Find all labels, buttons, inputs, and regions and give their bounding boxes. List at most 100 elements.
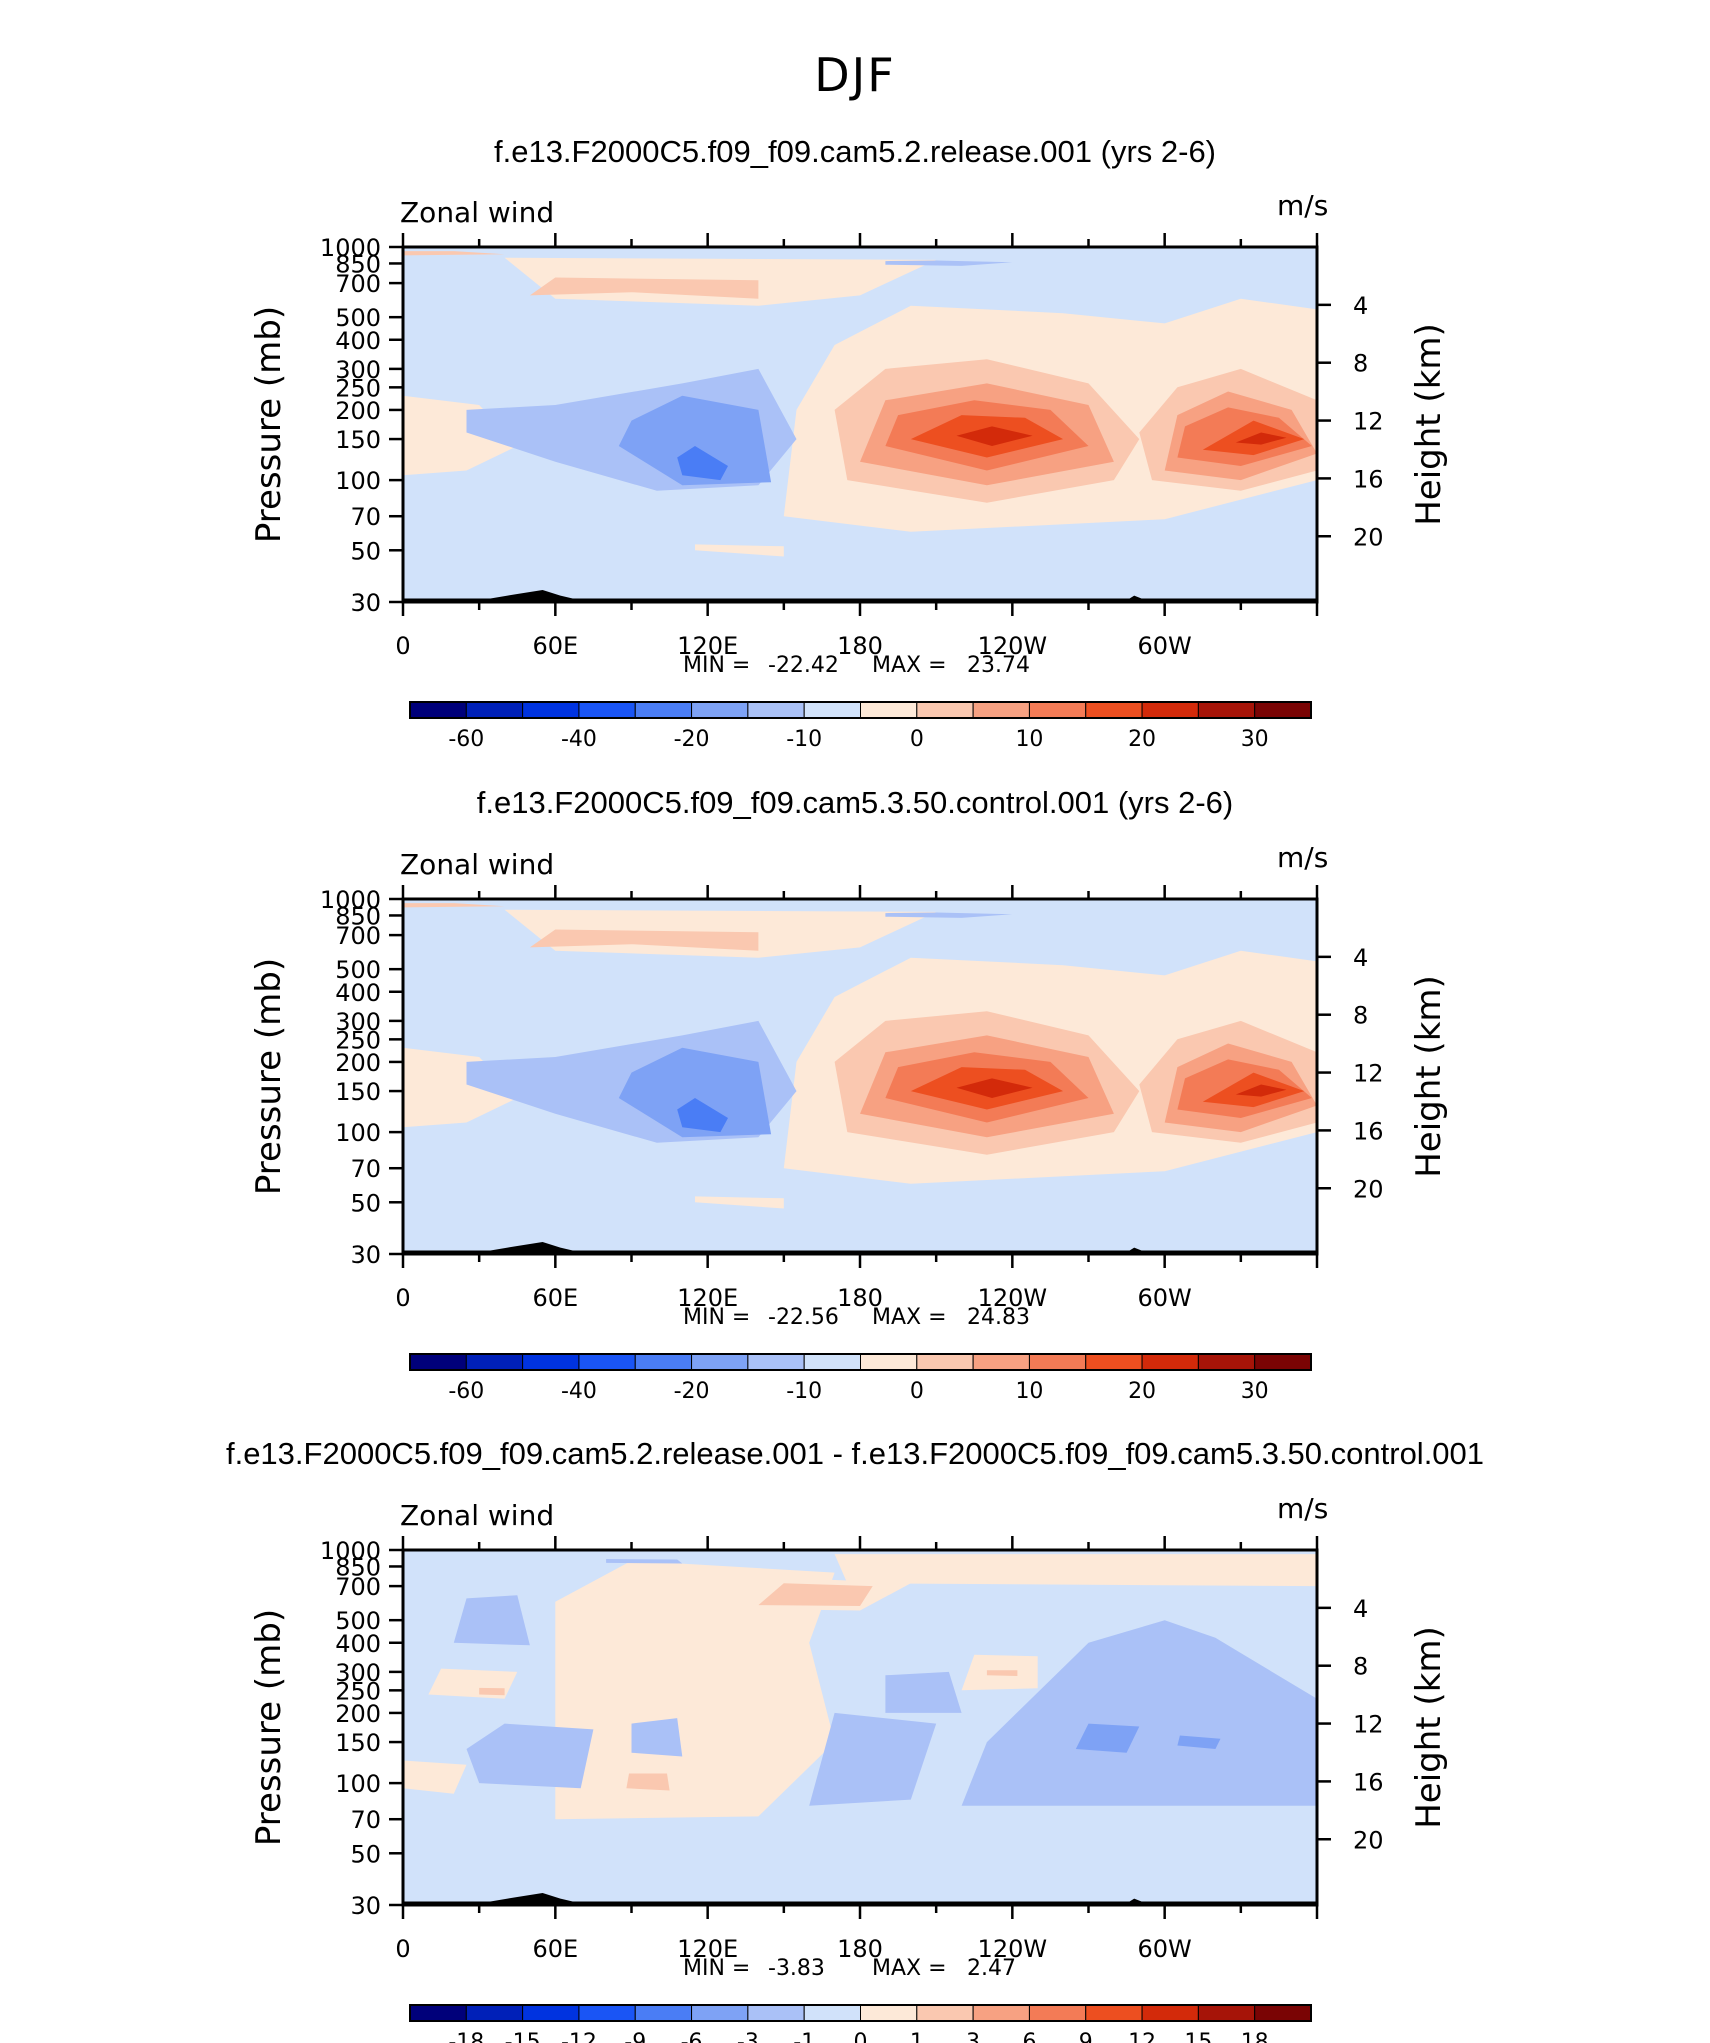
colorbar-label: -12 — [561, 2030, 597, 2043]
colorbar-swatch — [803, 701, 861, 719]
colorbar-swatch — [916, 1353, 974, 1371]
y2-tick-label: 8 — [1353, 350, 1368, 378]
colorbar-frame — [409, 1353, 1312, 1371]
colorbar-label: -20 — [674, 1379, 710, 1404]
colorbar-frame — [409, 2004, 1312, 2022]
colorbar-swatch — [1254, 701, 1312, 719]
colorbar-label: -10 — [786, 727, 822, 752]
x-tick-label: 0 — [395, 1284, 410, 1312]
colorbar-swatch — [1141, 1353, 1199, 1371]
y2-tick-label: 8 — [1353, 1002, 1368, 1030]
colorbar-swatch — [409, 1353, 467, 1371]
x-tick-label: 60W — [1138, 1935, 1192, 1963]
y-tick-label: 500 — [335, 1607, 381, 1635]
colorbar-label: -1 — [793, 2030, 815, 2043]
x-tick-label: 0 — [395, 632, 410, 660]
contour-region — [1235, 432, 1287, 445]
y-axis-label: Pressure (mb) — [249, 306, 289, 543]
units-label: m/s — [1277, 189, 1328, 222]
y-tick-label: 150 — [335, 1078, 381, 1106]
y-tick-label: 850 — [335, 250, 381, 278]
contour-region — [466, 1723, 594, 1789]
colorbar-swatch — [860, 701, 918, 719]
y-tick-label: 200 — [335, 397, 381, 425]
y-tick-label: 850 — [335, 902, 381, 930]
colorbar-swatch — [1141, 2004, 1199, 2022]
colorbar-label: 18 — [1241, 2030, 1269, 2043]
contour-region — [555, 1560, 835, 1820]
contour-field — [403, 1554, 1317, 1820]
y-tick-label: 70 — [350, 1806, 381, 1834]
contour-region — [695, 544, 784, 557]
y-tick-label: 50 — [350, 1840, 381, 1868]
y-tick-label: 150 — [335, 1729, 381, 1757]
colorbar-label: 9 — [1079, 2030, 1093, 2043]
colorbar-swatch — [916, 2004, 974, 2022]
y2-tick-label: 16 — [1353, 1117, 1384, 1145]
colorbar-label: -60 — [448, 727, 484, 752]
colorbar-swatch — [1197, 701, 1256, 719]
contour-region — [618, 1047, 772, 1138]
y2-tick-label: 16 — [1353, 465, 1384, 493]
colorbar-swatch — [916, 701, 974, 719]
colorbar-label: 12 — [1128, 2030, 1156, 2043]
colorbar-swatch — [1028, 2004, 1087, 2022]
min-label: MIN = — [683, 1305, 750, 1330]
colorbar-label: -18 — [448, 2030, 484, 2043]
colorbar-label: 0 — [854, 2030, 868, 2043]
min-value: -22.56 — [768, 1305, 839, 1330]
y2-tick-label: 4 — [1353, 292, 1368, 320]
y-tick-label: 70 — [350, 1155, 381, 1183]
x-tick-label: 120W — [978, 1284, 1048, 1312]
contour-region — [453, 1595, 530, 1646]
colorbar-swatch — [465, 701, 524, 719]
y2-tick-label: 20 — [1353, 523, 1384, 551]
colorbar-label: 30 — [1241, 1379, 1269, 1404]
contour-region — [961, 1620, 1317, 1806]
contour-region — [403, 903, 505, 908]
x-tick-label: 180 — [837, 1935, 883, 1963]
colorbar-label: 30 — [1241, 727, 1269, 752]
x-tick-label: 180 — [837, 632, 883, 660]
y-tick-label: 70 — [350, 503, 381, 531]
x-tick-label: 120E — [677, 632, 738, 660]
contour-region — [529, 929, 759, 951]
y-tick-label: 100 — [335, 1119, 381, 1147]
contour-region — [834, 1554, 1317, 1587]
y2-axis-label: Height (km) — [1409, 323, 1449, 526]
colorbar-label: -15 — [505, 2030, 541, 2043]
colorbar-label: 6 — [1022, 2030, 1036, 2043]
contour-region — [677, 1098, 728, 1133]
colorbar-label: 1 — [910, 2030, 924, 2043]
colorbar-label: 10 — [1015, 727, 1043, 752]
y2-tick-label: 8 — [1353, 1653, 1368, 1681]
min-label: MIN = — [683, 1956, 750, 1981]
y2-tick-label: 12 — [1353, 1711, 1384, 1739]
colorbar-swatch — [1254, 1353, 1312, 1371]
x-tick-label: 60E — [532, 632, 578, 660]
x-tick-label: 60E — [532, 1935, 578, 1963]
colorbar-swatch — [691, 1353, 749, 1371]
max-label: MAX = — [872, 1305, 947, 1330]
contour-region — [986, 1670, 1018, 1676]
y-tick-label: 30 — [350, 589, 381, 617]
colorbar-label: 3 — [966, 2030, 980, 2043]
min-value: -22.42 — [768, 653, 839, 678]
y2-tick-label: 4 — [1353, 944, 1368, 972]
max-value: 2.47 — [967, 1956, 1016, 1981]
y-tick-label: 1000 — [320, 1537, 381, 1565]
y-tick-label: 500 — [335, 304, 381, 332]
contour-region — [885, 1671, 962, 1713]
colorbar-label: -40 — [561, 727, 597, 752]
colorbar-label: 0 — [910, 1379, 924, 1404]
y-tick-label: 700 — [335, 1573, 381, 1601]
max-value: 24.83 — [967, 1305, 1030, 1330]
min-value: -3.83 — [768, 1956, 825, 1981]
x-tick-label: 120E — [677, 1935, 738, 1963]
colorbar-swatch — [465, 2004, 524, 2022]
contour-region — [403, 1760, 467, 1794]
x-tick-label: 60E — [532, 1284, 578, 1312]
contour-region — [809, 1712, 937, 1806]
colorbar-swatch — [1254, 2004, 1312, 2022]
colorbar-swatch — [972, 2004, 1030, 2022]
